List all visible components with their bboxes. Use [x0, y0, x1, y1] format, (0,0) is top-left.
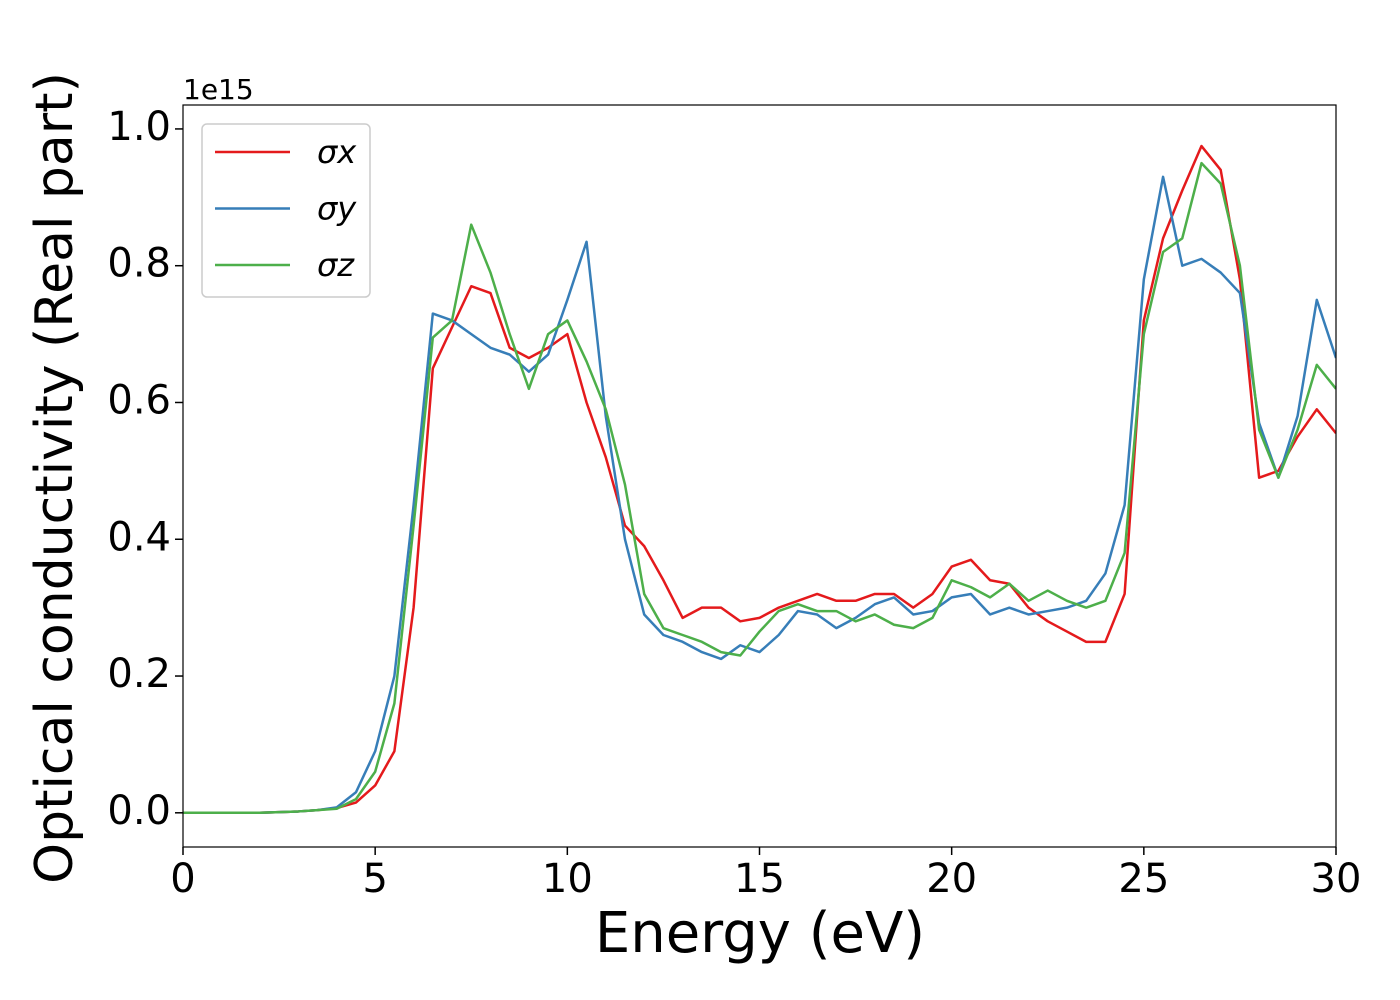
- legend-label: σz: [317, 246, 355, 284]
- series-line: [183, 144, 1336, 815]
- x-tick-label: 5: [362, 856, 387, 902]
- y-tick-label: 0.8: [107, 241, 171, 287]
- y-tick-label: 0.4: [107, 514, 171, 560]
- y-axis-label: Optical conductivity (Real part): [25, 72, 85, 884]
- x-tick-label: 30: [1311, 856, 1362, 902]
- y-tick-label: 0.2: [107, 651, 171, 697]
- x-tick-label: 25: [1118, 856, 1169, 902]
- x-tick-label: 0: [170, 856, 195, 902]
- legend-label: σx: [317, 133, 357, 171]
- x-tick-label: 10: [542, 856, 593, 902]
- legend-label: σy: [317, 190, 357, 228]
- series-line: [183, 161, 1336, 815]
- x-axis-label: Energy (eV): [595, 901, 925, 966]
- legend-box: [201, 123, 371, 298]
- y-tick-label: 0.0: [107, 788, 171, 834]
- series-line: [183, 175, 1336, 815]
- y-tick-label: 1.0: [107, 104, 171, 150]
- plot-frame: [182, 104, 1337, 848]
- x-tick-label: 20: [926, 856, 977, 902]
- y-tick-label: 0.6: [107, 377, 171, 423]
- y-offset-label: 1e15: [183, 73, 254, 106]
- x-tick-label: 15: [734, 856, 785, 902]
